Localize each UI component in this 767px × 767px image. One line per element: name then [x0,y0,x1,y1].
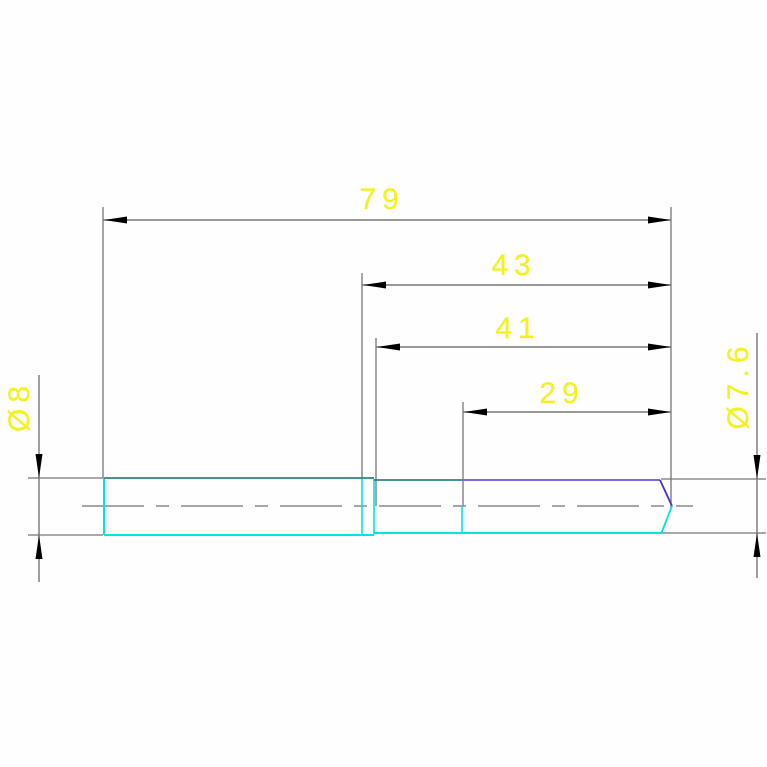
dimension-lines [38,219,758,582]
arrow-dia76-top [753,455,761,479]
arrow-29-right [648,408,671,416]
arrow-41-right [648,343,671,351]
dim-label-diameter-7-6: Ø7.6 [722,340,755,430]
arrow-dia8-bottom [35,535,43,559]
dimension-arrowheads [35,216,761,559]
arrow-29-left [464,408,487,416]
arrow-dia76-bottom [753,533,761,557]
dim-label-43: 43 [491,249,537,282]
part-tip-chamfer-top [659,479,673,507]
dim-label-41: 41 [495,312,541,345]
extension-lines [28,207,766,536]
arrow-79-left [104,216,127,224]
arrow-dia8-top [35,454,43,478]
part-outline [103,477,673,536]
dim-label-79: 79 [359,183,405,216]
arrow-79-right [648,216,671,224]
dim-label-diameter-8: Ø8 [3,379,36,433]
arrow-43-left [363,281,386,289]
part-tip-chamfer-bottom [660,505,673,535]
arrow-43-right [648,281,671,289]
arrow-41-left [377,343,400,351]
dim-label-29: 29 [539,377,585,410]
